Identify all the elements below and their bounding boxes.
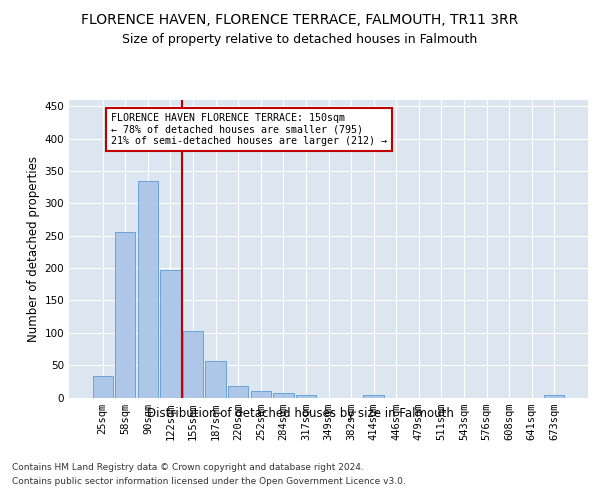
Bar [205,360,226,398]
Bar [160,270,181,398]
Bar [183,331,203,398]
Bar [92,376,113,398]
Text: FLORENCE HAVEN FLORENCE TERRACE: 150sqm
← 78% of detached houses are smaller (79: FLORENCE HAVEN FLORENCE TERRACE: 150sqm … [110,113,386,146]
Text: FLORENCE HAVEN, FLORENCE TERRACE, FALMOUTH, TR11 3RR: FLORENCE HAVEN, FLORENCE TERRACE, FALMOU… [82,12,518,26]
Text: Contains HM Land Registry data © Crown copyright and database right 2024.: Contains HM Land Registry data © Crown c… [12,462,364,471]
Bar [364,395,384,398]
Text: Distribution of detached houses by size in Falmouth: Distribution of detached houses by size … [146,408,454,420]
Bar [138,181,158,398]
Text: Contains public sector information licensed under the Open Government Licence v3: Contains public sector information licen… [12,478,406,486]
Bar [251,391,271,398]
Y-axis label: Number of detached properties: Number of detached properties [27,156,40,342]
Bar [296,395,316,398]
Bar [115,232,136,398]
Bar [544,395,565,398]
Text: Size of property relative to detached houses in Falmouth: Size of property relative to detached ho… [122,32,478,46]
Bar [273,393,293,398]
Bar [228,386,248,398]
